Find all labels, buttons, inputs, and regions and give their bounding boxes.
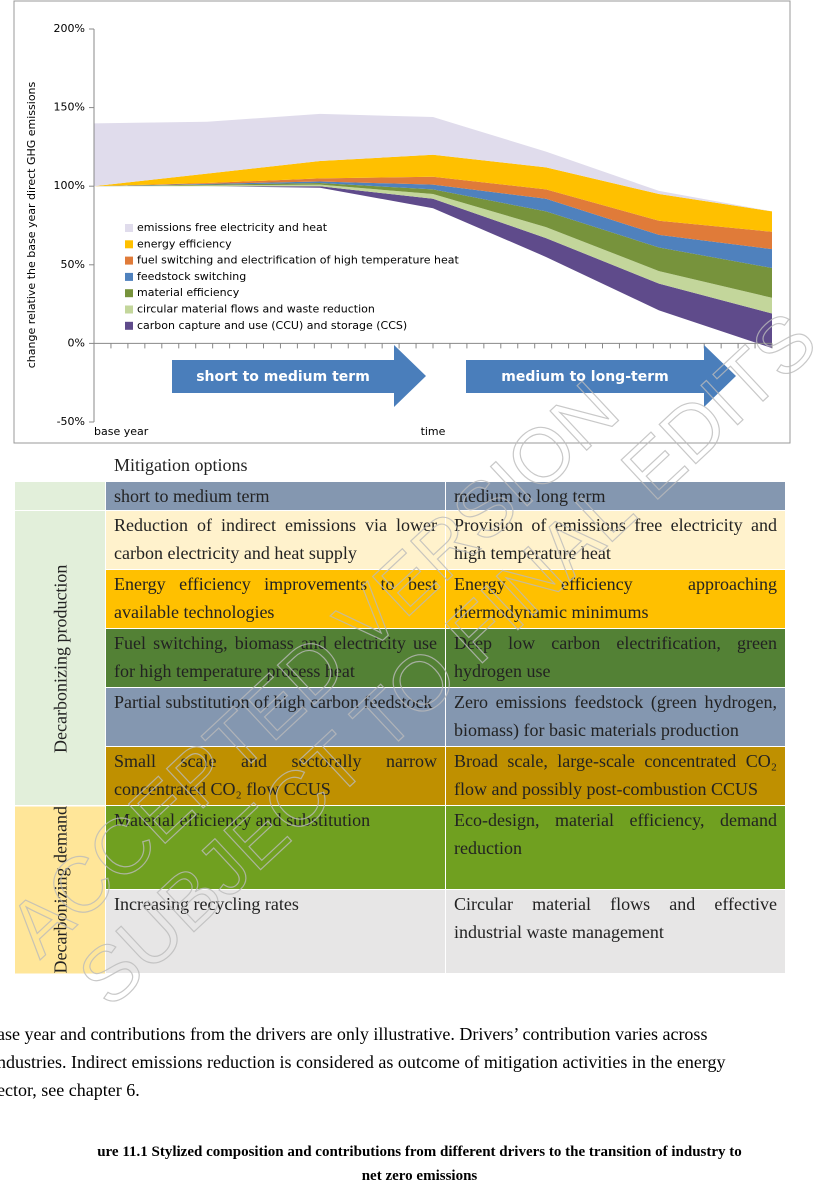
table-cell: Energy efficiency improvements to best a… <box>105 569 446 629</box>
table-row: Partial substitution of high carbon feed… <box>15 687 787 747</box>
legend-swatch <box>125 321 133 330</box>
mitigation-table: Mitigation options short to medium term me… <box>14 450 787 975</box>
timeline-arrow <box>172 345 426 407</box>
table-cell: Broad scale, large-scale concentrated CO… <box>444 746 787 806</box>
group-label: Decarbonizing demand <box>14 805 106 974</box>
table-title: Mitigation options <box>105 450 786 482</box>
x-axis-label: time <box>421 425 446 438</box>
legend-label: material efficiency <box>137 286 240 299</box>
table-row: Increasing recycling rates Circular mater… <box>15 889 787 975</box>
y-tick-label: -50% <box>57 415 85 428</box>
legend-label: energy efficiency <box>137 237 232 250</box>
legend-swatch <box>125 272 133 281</box>
table-cell: Energy efficiency approaching thermodyna… <box>444 569 787 629</box>
column-header-row: short to medium term medium to long term <box>14 481 787 511</box>
area-band <box>94 154 772 232</box>
blank-cell <box>14 481 106 511</box>
table-row: Energy efficiency improvements to best a… <box>15 569 787 629</box>
table-row: Decarbonizing production Reduction of ind… <box>14 510 787 806</box>
legend-label: circular material flows and waste reduct… <box>137 303 375 316</box>
y-tick-label: 200% <box>54 22 85 35</box>
table-cell: Zero emissions feedstock (green hydrogen… <box>444 687 787 747</box>
note: ase year and contributions from the driv… <box>0 1020 839 1104</box>
table-cell: Partial substitution of high carbon feed… <box>105 687 446 747</box>
note-line: ase year and contributions from the driv… <box>0 1024 708 1044</box>
table-cell: Increasing recycling rates <box>105 889 446 975</box>
chart: change relative the base year direct GHG… <box>13 0 791 444</box>
table-cell: Circular material flows and effective in… <box>444 889 787 975</box>
legend-label: carbon capture and use (CCU) and storage… <box>137 319 407 332</box>
y-axis-label: change relative the base year direct GHG… <box>25 81 38 368</box>
column-header: medium to long term <box>444 481 787 511</box>
legend-swatch <box>125 240 133 249</box>
y-tick-label: 100% <box>54 179 85 192</box>
table-cell: Deep low carbon electrification, green h… <box>444 628 787 688</box>
arrow-label: short to medium term <box>196 369 370 385</box>
arrow-label: medium to long-term <box>501 369 668 385</box>
table-cell: Material efficiency and substitution <box>105 804 446 891</box>
legend-label: feedstock switching <box>137 270 246 283</box>
legend-label: emissions free electricity and heat <box>137 221 328 234</box>
table-cell: Provision of emissions free electricity … <box>444 510 787 570</box>
area-band <box>94 113 772 212</box>
legend-swatch <box>125 305 133 314</box>
note-line: ndustries. Indirect emissions reduction … <box>0 1052 726 1072</box>
legend-swatch <box>125 224 133 232</box>
y-tick-label: 0% <box>68 336 85 349</box>
table-cell: Fuel switching, biomass and electricity … <box>105 628 446 688</box>
table-row: Fuel switching, biomass and electricity … <box>15 628 787 688</box>
caption-line: net zero emissions <box>361 1168 478 1184</box>
legend-swatch <box>125 256 133 265</box>
legend-swatch <box>125 289 133 298</box>
table-row: Small scale and sectorally narrow concen… <box>15 746 787 806</box>
caption: ure 11.1 Stylized composition and contri… <box>0 1140 839 1188</box>
legend-label: fuel switching and electrification of hi… <box>137 254 459 267</box>
area-band <box>94 183 772 298</box>
table-cell: Small scale and sectorally narrow concen… <box>105 746 446 806</box>
blank-cell <box>14 450 106 482</box>
table-cell: Reduction of indirect emissions via lowe… <box>105 510 446 570</box>
note-line: ector, see chapter 6. <box>0 1080 140 1100</box>
column-header: short to medium term <box>105 481 446 511</box>
title-row: Mitigation options <box>14 450 786 482</box>
timeline-arrow <box>466 345 736 407</box>
caption-line: ure 11.1 Stylized composition and contri… <box>97 1144 742 1160</box>
y-tick-label: 50% <box>61 258 85 271</box>
y-tick-label: 150% <box>54 101 85 114</box>
x-tick-label: base year <box>94 425 149 438</box>
table-cell: Eco-design, material efficiency, demand … <box>444 804 787 891</box>
table-row: Decarbonizing demand Material efficiency … <box>14 804 787 974</box>
group-label: Decarbonizing production <box>14 510 106 806</box>
